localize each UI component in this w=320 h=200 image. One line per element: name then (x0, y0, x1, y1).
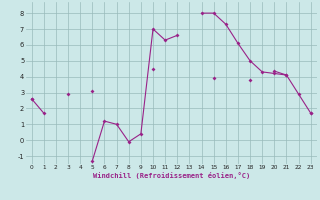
X-axis label: Windchill (Refroidissement éolien,°C): Windchill (Refroidissement éolien,°C) (92, 172, 250, 179)
